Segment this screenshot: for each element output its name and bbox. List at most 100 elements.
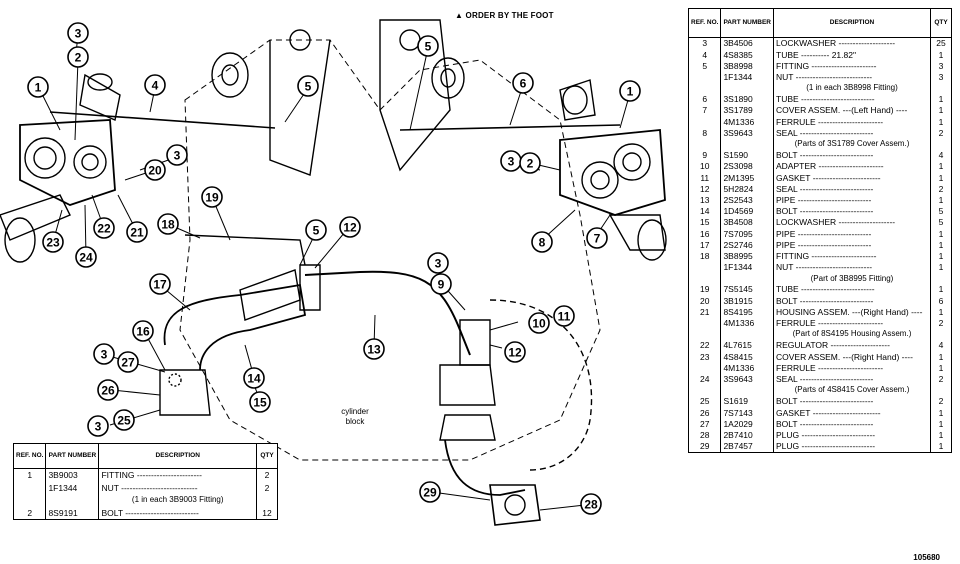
col-part-number: PART NUMBER [45, 443, 100, 469]
ref-number: 13 [687, 194, 722, 206]
quantity: 1 [930, 49, 952, 61]
part-number: 3S9643 [720, 373, 774, 385]
description: LOCKWASHER -------------------- [773, 37, 931, 50]
part-number: 7S5145 [720, 284, 774, 296]
description: SEAL -------------------------- [773, 183, 931, 195]
parts-row: 11 2M1395 GASKET ------------------------ 1 [687, 172, 952, 184]
ref-number: 10 [687, 161, 722, 173]
svg-text:18: 18 [161, 218, 175, 232]
description: (Part of 8S4195 Housing Assem.) [773, 328, 931, 341]
drawing-number: 105680 [913, 553, 940, 562]
callout-4: 4 [144, 74, 166, 96]
quantity: 2 [930, 317, 952, 329]
callout-20: 20 [144, 159, 166, 181]
callout-2: 2 [67, 46, 89, 68]
part-number: 8S4195 [720, 306, 774, 318]
ref-number [12, 494, 47, 507]
part-number: 3B8995 [720, 250, 774, 262]
parts-row: 14 1D4569 BOLT -------------------------- 5 [687, 205, 952, 217]
callout-25: 25 [113, 409, 135, 431]
parts-row: 4M1336 FERRULE ----------------------- 1 [687, 116, 952, 128]
tube-19 [184, 234, 306, 266]
parts-row: 29 2B7457 PLUG -------------------------- 1 [687, 440, 952, 453]
callout-16: 16 [132, 320, 154, 342]
ref-number: 17 [687, 239, 722, 251]
svg-text:10: 10 [532, 317, 546, 331]
svg-text:3: 3 [508, 155, 515, 169]
parts-row: 4 4S8385 TUBE ---------- 21.82" 1 [687, 49, 952, 61]
part-number: 2M1395 [720, 172, 774, 184]
quantity: 1 [930, 261, 952, 273]
part-number: 3B4508 [720, 217, 774, 229]
quantity: 1 [930, 440, 952, 453]
callout-26: 26 [97, 379, 119, 401]
description: (Parts of 3S1789 Cover Assem.) [773, 138, 931, 150]
description: REGULATOR --------------------- [773, 340, 931, 352]
callout-12: 12 [504, 341, 526, 363]
parts-row: 13 2S2543 PIPE -------------------------- 1 [687, 194, 952, 206]
quantity: 1 [930, 105, 952, 117]
description: COVER ASSEM. ---(Right Hand) ---- [773, 351, 931, 363]
parts-row: 10 2S3098 ADAPTER ----------------------- 1 [687, 161, 952, 173]
description: PIPE -------------------------- [773, 194, 931, 206]
quantity: 1 [930, 429, 952, 441]
svg-text:5: 5 [425, 40, 432, 54]
quantity: 1 [930, 362, 952, 374]
quantity: 1 [930, 194, 952, 206]
description: (Parts of 4S8415 Cover Assem.) [773, 384, 931, 396]
callout-14: 14 [243, 367, 265, 389]
col-description: DESCRIPTION [98, 443, 257, 469]
diagram-label-line-1: cylinder [341, 407, 369, 416]
parts-table-left: REF. NO. PART NUMBER DESCRIPTION QTY 1 3B… [12, 443, 278, 520]
description: SEAL -------------------------- [773, 127, 931, 139]
quantity: 1 [930, 418, 952, 430]
col-qty: QTY [256, 443, 278, 469]
svg-text:15: 15 [253, 396, 267, 410]
description: GASKET ------------------------ [773, 407, 931, 419]
description: NUT --------------------------- [773, 71, 931, 83]
callout-5: 5 [297, 75, 319, 97]
svg-text:12: 12 [343, 221, 357, 235]
ref-number: 25 [687, 396, 722, 408]
description: BOLT -------------------------- [773, 396, 931, 408]
ref-number [687, 272, 722, 285]
ref-number: 15 [687, 217, 722, 229]
svg-text:1: 1 [35, 81, 42, 95]
ref-number: 27 [687, 418, 722, 430]
parts-row: 20 3B1915 BOLT -------------------------- 6 [687, 295, 952, 307]
ref-number: 11 [687, 172, 722, 184]
quantity [930, 138, 952, 150]
parts-row: 23 4S8415 COVER ASSEM. ---(Right Hand) ---… [687, 351, 952, 363]
callout-29: 29 [419, 481, 441, 503]
svg-text:11: 11 [558, 310, 571, 324]
svg-text:20: 20 [148, 164, 162, 178]
quantity: 2 [256, 468, 278, 482]
svg-text:22: 22 [97, 222, 111, 236]
svg-text:12: 12 [508, 346, 522, 360]
parts-row: (Parts of 3S1789 Cover Assem.) [687, 138, 952, 150]
parts-row: 19 7S5145 TUBE -------------------------- 1 [687, 284, 952, 296]
ref-number [687, 82, 722, 94]
part-number: 2S2543 [720, 194, 774, 206]
description: BOLT -------------------------- [773, 418, 931, 430]
description: PLUG -------------------------- [773, 440, 931, 453]
callout-1: 1 [27, 76, 49, 98]
ref-number: 24 [687, 373, 722, 385]
description: FERRULE ----------------------- [773, 362, 931, 374]
part-number: 2B7410 [720, 429, 774, 441]
part-number [720, 138, 774, 150]
parts-row: 27 1A2029 BOLT -------------------------- 1 [687, 418, 952, 430]
part-number: 3B1915 [720, 295, 774, 307]
description: BOLT -------------------------- [98, 506, 257, 520]
ref-number: 4 [687, 49, 722, 61]
quantity: 4 [930, 149, 952, 162]
part-number: 8S9191 [45, 506, 100, 520]
quantity: 1 [930, 228, 952, 240]
description: ADAPTER ----------------------- [773, 161, 931, 173]
ref-number [687, 261, 722, 273]
callout-23: 23 [42, 231, 64, 253]
parts-row: 7 3S1789 COVER ASSEM. ---(Left Hand) ---- 1 [687, 105, 952, 117]
parts-row: 9 S1590 BOLT -------------------------- 4 [687, 149, 952, 162]
quantity: 2 [930, 373, 952, 385]
